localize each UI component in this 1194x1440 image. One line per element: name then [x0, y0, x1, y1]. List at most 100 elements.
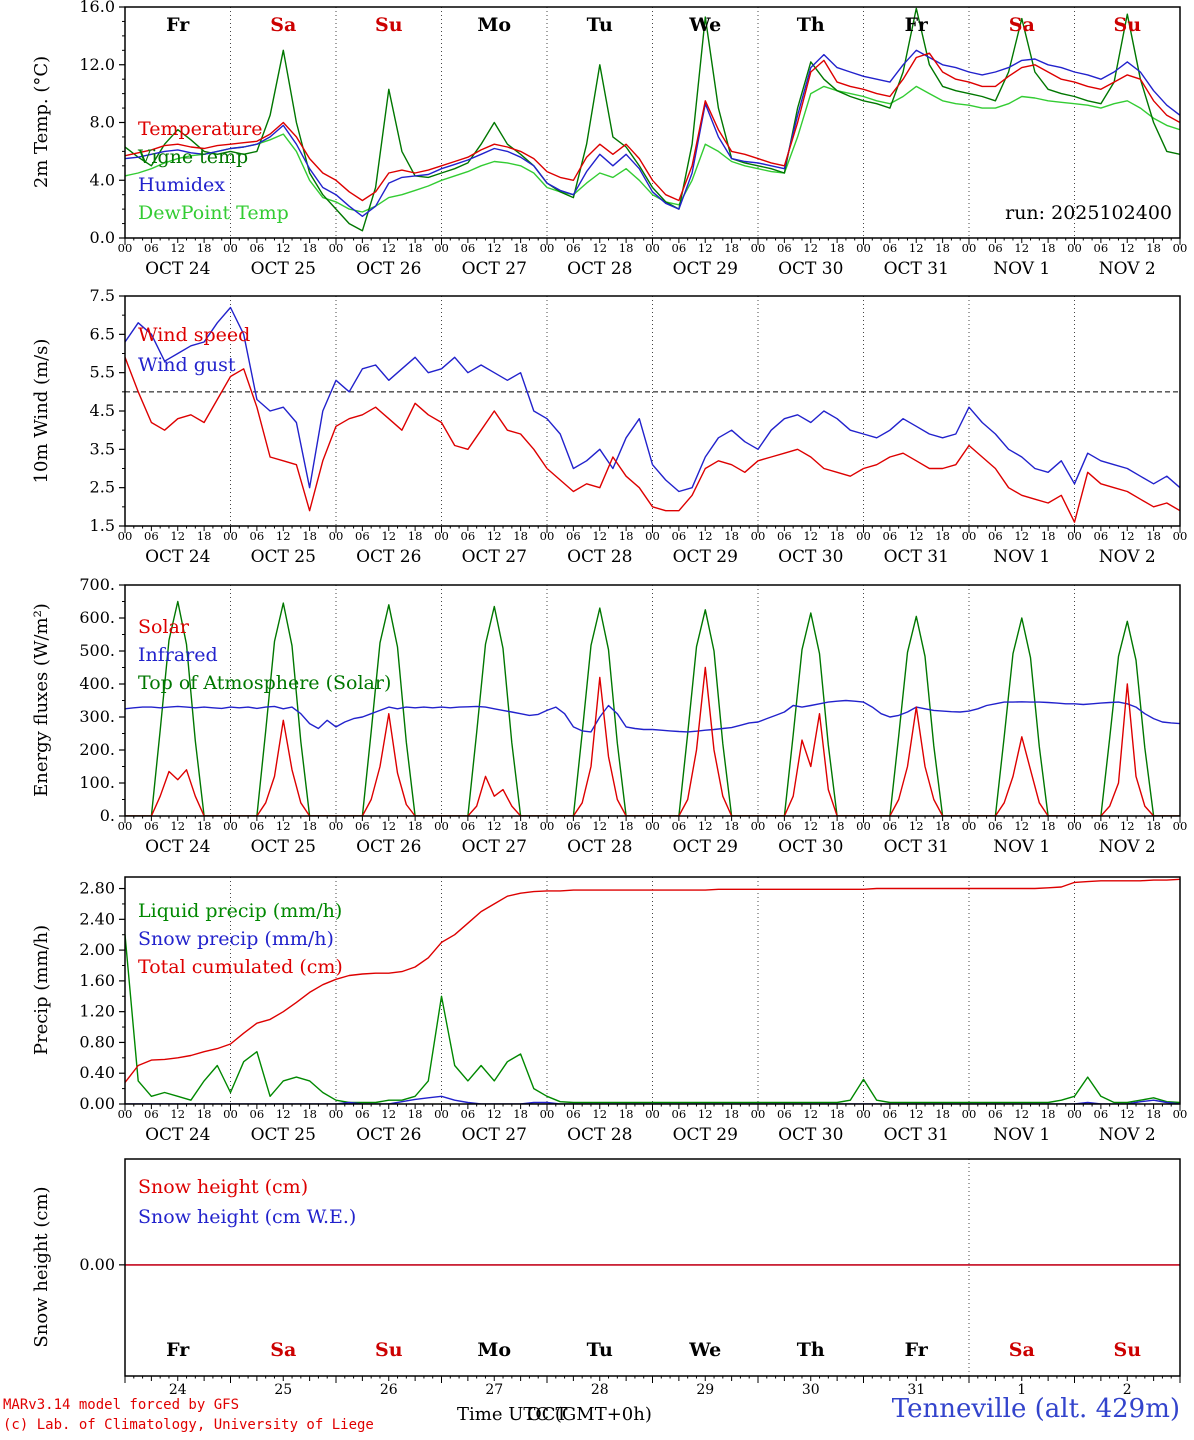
x-tick-label: 12 — [276, 819, 291, 833]
x-tick-label: 00 — [223, 819, 238, 833]
date-number-label: 28 — [591, 1382, 609, 1398]
day-label-top: Su — [1113, 14, 1141, 36]
x-tick-label: 00 — [540, 819, 555, 833]
x-tick-label: 00 — [434, 819, 449, 833]
panel-frame — [124, 295, 1181, 527]
y-tick-label: 0.00 — [79, 1094, 115, 1113]
x-tick-label: 18 — [302, 1107, 317, 1121]
x-tick-label: 00 — [751, 819, 766, 833]
day-label-bottom: Tu — [587, 1339, 613, 1361]
x-tick-label: 12 — [487, 529, 502, 543]
legend-solar: Solar — [138, 616, 189, 638]
day-label-top: Sa — [1009, 14, 1035, 36]
x-tick-label: 18 — [1146, 819, 1161, 833]
x-tick-label: 06 — [672, 529, 687, 543]
x-tick-label: 06 — [355, 1107, 370, 1121]
x-tick-label: 12 — [803, 241, 818, 255]
y-tick-label: 3.5 — [90, 439, 115, 458]
date-label: OCT 26 — [356, 837, 421, 857]
date-label: NOV 2 — [1099, 259, 1156, 279]
x-tick-label: 12 — [803, 529, 818, 543]
date-label: OCT 30 — [778, 547, 843, 567]
day-label-bottom: Su — [1113, 1339, 1141, 1361]
legend-infrared: Infrared — [138, 644, 218, 666]
x-tick-label: 06 — [250, 529, 265, 543]
x-tick-label: 06 — [883, 1107, 898, 1121]
x-tick-label: 06 — [566, 241, 581, 255]
x-tick-label: 18 — [408, 819, 423, 833]
credit-copyright-line: (c) Lab. of Climatology, University of L… — [3, 1417, 374, 1433]
y-tick-label: 4.5 — [90, 401, 115, 420]
x-tick-label: 00 — [540, 241, 555, 255]
y-tick-label: 700. — [79, 575, 115, 594]
y-tick-label: 12.0 — [79, 55, 115, 74]
x-tick-label: 18 — [1041, 241, 1056, 255]
x-tick-label: 12 — [1014, 1107, 1029, 1121]
x-tick-label: 06 — [250, 819, 265, 833]
y-tick-label: 2.80 — [79, 879, 115, 898]
x-tick-label: 18 — [197, 241, 212, 255]
x-tick-label: 12 — [698, 529, 713, 543]
x-tick-label: 18 — [935, 241, 950, 255]
x-tick-label: 18 — [935, 819, 950, 833]
x-tick-label: 00 — [540, 529, 555, 543]
x-tick-label: 06 — [777, 241, 792, 255]
x-tick-label: 06 — [988, 241, 1003, 255]
date-label: OCT 27 — [462, 259, 527, 279]
date-number-label: 29 — [696, 1382, 714, 1398]
x-tick-label: 18 — [935, 529, 950, 543]
day-label-bottom: Fr — [905, 1339, 929, 1361]
date-number-label: 31 — [907, 1382, 925, 1398]
time-axis-overlap-text: OCT — [527, 1404, 568, 1425]
y-tick-label: 0. — [100, 806, 115, 825]
x-tick-label: 12 — [276, 529, 291, 543]
x-tick-label: 12 — [909, 241, 924, 255]
x-tick-label: 12 — [170, 1107, 185, 1121]
x-tick-label: 12 — [1014, 529, 1029, 543]
date-number-label: 27 — [485, 1382, 503, 1398]
panel-frame — [124, 1158, 1181, 1377]
series-dewpoint-temp — [125, 85, 1180, 213]
day-label-top: We — [688, 14, 721, 36]
y-tick-label: 2.5 — [90, 478, 115, 497]
date-label: NOV 1 — [993, 547, 1050, 567]
series-top-of-atmosphere-solar — [125, 600, 1180, 816]
x-tick-label: 12 — [909, 1107, 924, 1121]
panel-frame — [124, 6, 1181, 239]
date-label: OCT 25 — [251, 837, 316, 857]
x-tick-label: 06 — [1094, 241, 1109, 255]
x-tick-label: 18 — [513, 529, 528, 543]
day-label-top: Th — [797, 14, 825, 36]
x-tick-label: 18 — [935, 1107, 950, 1121]
y-tick-label: 7.5 — [90, 286, 115, 305]
date-label: OCT 25 — [251, 259, 316, 279]
x-tick-label: 12 — [1120, 819, 1135, 833]
x-tick-label: 12 — [487, 1107, 502, 1121]
date-label: OCT 25 — [251, 547, 316, 567]
date-label: OCT 31 — [884, 1125, 949, 1145]
x-tick-label: 00 — [329, 1107, 344, 1121]
day-label-top: Tu — [587, 14, 613, 36]
legend-humidex: Humidex — [138, 174, 226, 196]
x-tick-label: 00 — [856, 241, 871, 255]
x-tick-label: 06 — [355, 241, 370, 255]
x-tick-label: 00 — [751, 1107, 766, 1121]
x-tick-label: 18 — [724, 1107, 739, 1121]
x-tick-label: 06 — [355, 819, 370, 833]
x-tick-label: 12 — [698, 819, 713, 833]
date-label: NOV 2 — [1099, 837, 1156, 857]
x-tick-label: 18 — [302, 529, 317, 543]
x-tick-label: 18 — [197, 1107, 212, 1121]
x-tick-label: 18 — [1041, 819, 1056, 833]
date-label: OCT 28 — [567, 547, 632, 567]
date-label: OCT 26 — [356, 1125, 421, 1145]
series-total-cumulated-cm — [125, 878, 1180, 1083]
date-label: OCT 27 — [462, 1125, 527, 1145]
x-tick-label: 06 — [988, 1107, 1003, 1121]
legend-wind-gust: Wind gust — [138, 354, 236, 376]
date-label: OCT 31 — [884, 837, 949, 857]
date-number-label: 26 — [380, 1382, 398, 1398]
date-label: OCT 29 — [673, 259, 738, 279]
y-tick-label: 4.0 — [90, 170, 115, 189]
x-tick-label: 00 — [223, 241, 238, 255]
